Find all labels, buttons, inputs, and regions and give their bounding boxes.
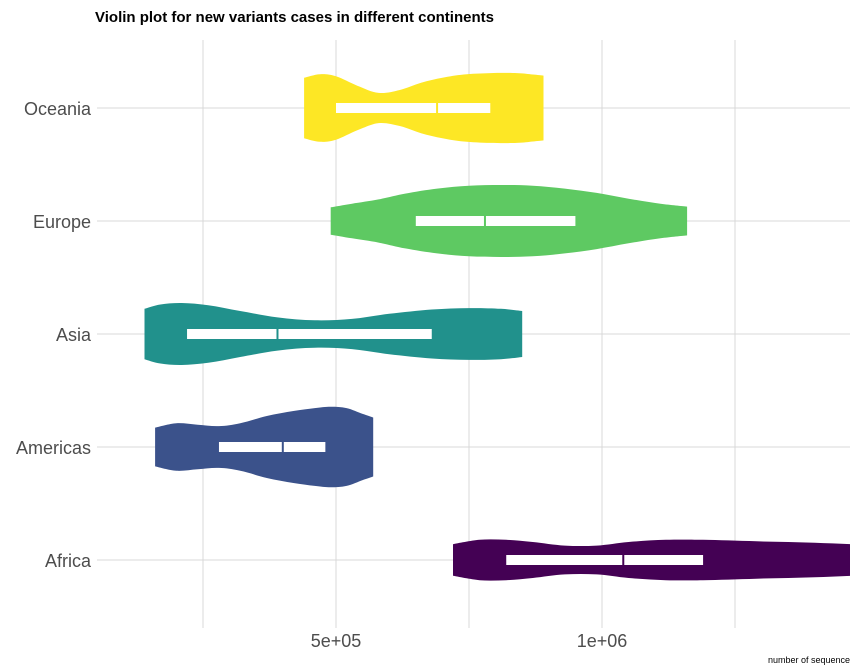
y-tick-label: Americas [16, 438, 91, 458]
x-tick-label: 1e+06 [577, 631, 628, 651]
violin-layer [144, 72, 850, 581]
iqr-box-africa [506, 555, 704, 565]
iqr-box-oceania [336, 103, 491, 113]
iqr-box-europe [415, 216, 576, 226]
y-tick-label: Africa [45, 551, 92, 571]
x-tick-labels: 5e+05 1e+06 [311, 631, 628, 651]
x-tick-label: 5e+05 [311, 631, 362, 651]
y-tick-labels: Oceania Europe Asia Americas Africa [16, 99, 92, 571]
y-tick-label: Oceania [24, 99, 92, 119]
y-tick-label: Asia [56, 325, 92, 345]
x-axis-label: number of sequence [767, 655, 850, 665]
chart-title: Violin plot for new variants cases in di… [95, 9, 494, 26]
y-tick-label: Europe [33, 212, 91, 232]
iqr-box-americas [218, 442, 326, 452]
iqr-box-asia [187, 329, 432, 339]
